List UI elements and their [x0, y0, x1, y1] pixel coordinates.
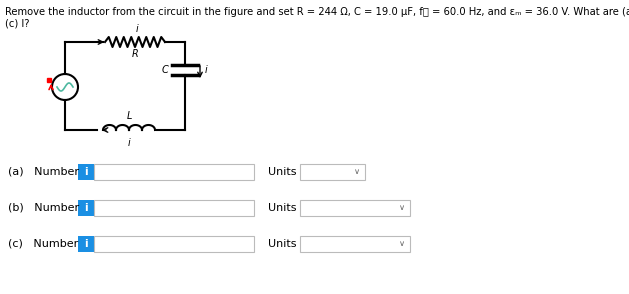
- Text: i: i: [205, 65, 208, 75]
- Text: Units: Units: [268, 203, 296, 213]
- FancyBboxPatch shape: [94, 164, 254, 180]
- FancyBboxPatch shape: [78, 200, 94, 216]
- Text: (a)   Number: (a) Number: [8, 167, 79, 177]
- FancyBboxPatch shape: [78, 236, 94, 252]
- Text: i: i: [84, 239, 88, 249]
- Text: (c)   Number: (c) Number: [8, 239, 78, 249]
- Text: ∨: ∨: [399, 240, 405, 248]
- FancyBboxPatch shape: [300, 236, 410, 252]
- Text: Remove the inductor from the circuit in the figure and set R = 244 Ω, C = 19.0 μ: Remove the inductor from the circuit in …: [5, 7, 629, 17]
- Text: Units: Units: [268, 167, 296, 177]
- FancyBboxPatch shape: [300, 200, 410, 216]
- Text: i: i: [84, 203, 88, 213]
- Text: i: i: [84, 167, 88, 177]
- FancyBboxPatch shape: [78, 164, 94, 180]
- Text: ∨: ∨: [399, 203, 405, 213]
- Text: (c) I?: (c) I?: [5, 18, 30, 28]
- FancyBboxPatch shape: [94, 200, 254, 216]
- FancyBboxPatch shape: [94, 236, 254, 252]
- Text: i: i: [136, 24, 138, 34]
- Text: L: L: [126, 111, 131, 121]
- Text: i: i: [128, 138, 130, 148]
- FancyBboxPatch shape: [300, 164, 365, 180]
- Text: Units: Units: [268, 239, 296, 249]
- Text: (b)   Number: (b) Number: [8, 203, 79, 213]
- Text: ∨: ∨: [354, 168, 360, 176]
- Text: R: R: [131, 49, 138, 59]
- Text: C: C: [161, 65, 168, 75]
